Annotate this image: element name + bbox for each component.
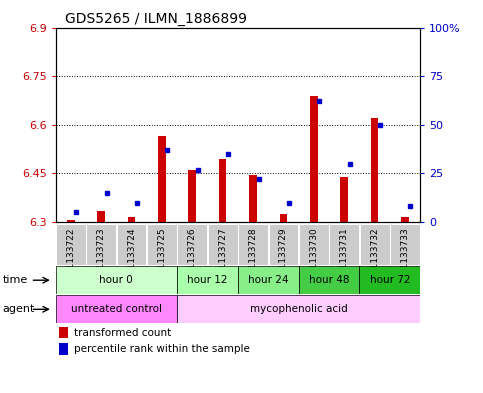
Text: GSM1133723: GSM1133723: [97, 227, 106, 288]
Bar: [86, 224, 116, 265]
Text: GSM1133726: GSM1133726: [188, 227, 197, 288]
Bar: [371, 118, 378, 222]
Text: agent: agent: [2, 304, 35, 314]
Bar: [310, 95, 318, 222]
Text: GDS5265 / ILMN_1886899: GDS5265 / ILMN_1886899: [65, 11, 247, 26]
Bar: [390, 224, 420, 265]
Bar: [269, 224, 298, 265]
Text: GSM1133729: GSM1133729: [279, 227, 288, 288]
Bar: [56, 224, 85, 265]
Bar: [280, 214, 287, 222]
Text: mycophenolic acid: mycophenolic acid: [250, 304, 348, 314]
Text: GSM1133731: GSM1133731: [340, 227, 349, 288]
Bar: [208, 224, 238, 265]
Text: time: time: [2, 275, 28, 285]
Bar: [249, 175, 257, 222]
Bar: [67, 220, 74, 222]
Text: transformed count: transformed count: [74, 328, 171, 338]
Bar: [98, 211, 105, 222]
Bar: [147, 224, 177, 265]
Text: hour 0: hour 0: [99, 275, 133, 285]
Bar: [401, 217, 409, 222]
Bar: [56, 266, 177, 294]
Bar: [116, 224, 146, 265]
Text: GSM1133725: GSM1133725: [157, 227, 167, 288]
Bar: [298, 266, 359, 294]
Text: GSM1133733: GSM1133733: [400, 227, 410, 288]
Bar: [177, 224, 207, 265]
Bar: [299, 224, 329, 265]
Bar: [177, 295, 420, 323]
Text: GSM1133732: GSM1133732: [370, 227, 379, 288]
Bar: [56, 295, 177, 323]
Bar: [360, 224, 389, 265]
Bar: [341, 177, 348, 222]
Text: hour 72: hour 72: [369, 275, 410, 285]
Text: percentile rank within the sample: percentile rank within the sample: [74, 345, 250, 354]
Bar: [59, 343, 68, 355]
Text: GSM1133728: GSM1133728: [249, 227, 257, 288]
Text: GSM1133722: GSM1133722: [66, 227, 75, 288]
Bar: [158, 136, 166, 222]
Bar: [359, 266, 420, 294]
Bar: [238, 266, 298, 294]
Text: GSM1133727: GSM1133727: [218, 227, 227, 288]
Text: hour 12: hour 12: [187, 275, 228, 285]
Bar: [329, 224, 359, 265]
Text: GSM1133730: GSM1133730: [309, 227, 318, 288]
Text: GSM1133724: GSM1133724: [127, 227, 136, 288]
Bar: [219, 159, 227, 222]
Bar: [59, 327, 68, 338]
Text: untreated control: untreated control: [71, 304, 162, 314]
Text: hour 24: hour 24: [248, 275, 288, 285]
Bar: [188, 170, 196, 222]
Text: hour 48: hour 48: [309, 275, 349, 285]
Bar: [177, 266, 238, 294]
Bar: [238, 224, 268, 265]
Bar: [128, 217, 135, 222]
